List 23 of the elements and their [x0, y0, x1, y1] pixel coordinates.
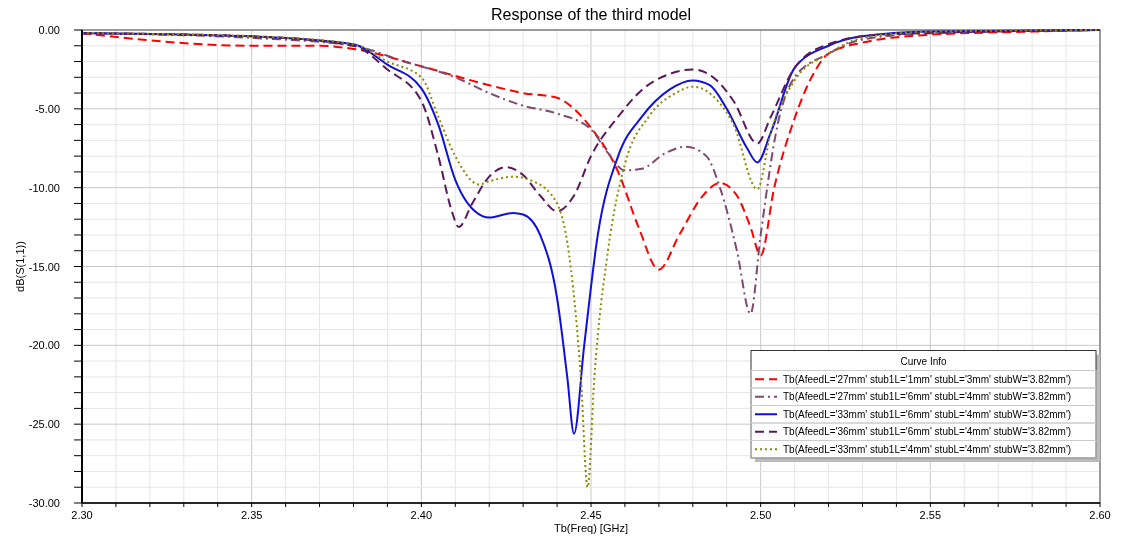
legend-label: Tb(AfeedL='33mm' stub1L='4mm' stubL='4mm' stubW='3.82mm')	[783, 443, 1072, 455]
legend-label: Tb(AfeedL='27mm' stub1L='1mm' stubL='3mm' stubW='3.82mm')	[783, 373, 1072, 385]
y-tick-label: 0.00	[38, 24, 60, 36]
legend-label: Tb(AfeedL='36mm' stub1L='6mm' stubL='4mm' stubW='3.82mm')	[783, 426, 1072, 438]
x-axis-title: Tb(Freq) [GHz]	[554, 522, 628, 534]
x-tick-label: 2.50	[749, 509, 772, 521]
x-tick-label: 2.40	[410, 509, 433, 521]
x-tick-label: 2.35	[240, 509, 263, 521]
y-tick-label: -30.00	[28, 497, 60, 509]
legend-label: Tb(AfeedL='33mm' stub1L='6mm' stubL='4mm' stubW='3.82mm')	[783, 408, 1072, 420]
y-tick-label: -25.00	[28, 418, 60, 431]
x-tick-label: 2.30	[71, 509, 93, 521]
y-tick-label: -5.00	[34, 102, 60, 115]
y-tick-label: -20.00	[28, 339, 60, 352]
x-tick-label: 2.60	[1089, 509, 1111, 521]
y-tick-label: -10.00	[28, 181, 60, 194]
y-axis-title: dB(S(1,1))	[14, 241, 26, 292]
legend-title: Curve Info	[900, 355, 947, 367]
x-tick-label: 2.45	[580, 509, 602, 521]
chart-title: Response of the third model	[490, 6, 692, 23]
legend-label: Tb(AfeedL='27mm' stub1L='6mm' stubL='4mm' stubW='3.82mm')	[783, 391, 1072, 403]
y-tick-label: -15.00	[28, 260, 60, 273]
x-tick-label: 2.55	[919, 509, 942, 521]
